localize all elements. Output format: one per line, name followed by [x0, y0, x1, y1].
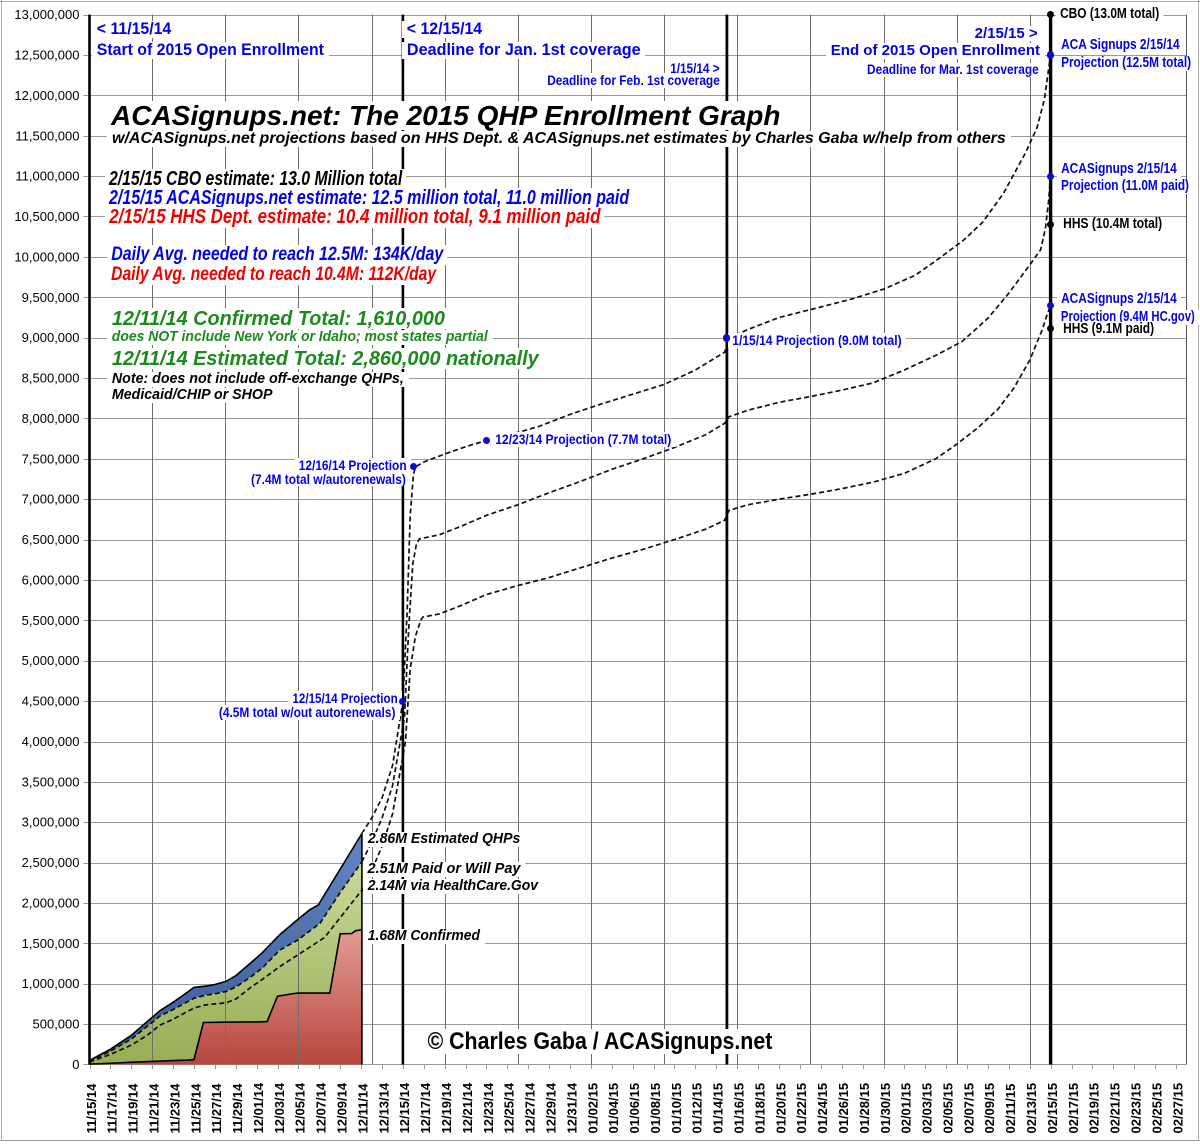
svg-text:01/16/15: 01/16/15	[732, 1083, 747, 1134]
svg-text:02/15/15: 02/15/15	[1045, 1083, 1060, 1134]
svg-text:12/29/14: 12/29/14	[544, 1082, 559, 1133]
svg-text:6,000,000: 6,000,000	[22, 572, 80, 587]
svg-text:12/05/14: 12/05/14	[293, 1082, 308, 1133]
svg-text:9,500,000: 9,500,000	[22, 290, 80, 305]
svg-text:02/27/15: 02/27/15	[1170, 1083, 1185, 1134]
svg-text:01/20/15: 01/20/15	[773, 1083, 788, 1134]
svg-text:12/01/14: 12/01/14	[251, 1082, 266, 1133]
svg-text:01/12/15: 01/12/15	[690, 1083, 705, 1134]
svg-text:12/09/14: 12/09/14	[335, 1082, 350, 1133]
svg-text:12/07/14: 12/07/14	[314, 1082, 329, 1133]
svg-text:3,000,000: 3,000,000	[22, 815, 80, 830]
svg-text:12/19/14: 12/19/14	[439, 1082, 454, 1133]
svg-text:6,500,000: 6,500,000	[22, 532, 80, 547]
svg-text:11/27/14: 11/27/14	[209, 1083, 224, 1134]
svg-text:02/25/15: 02/25/15	[1149, 1083, 1164, 1134]
svg-text:12,500,000: 12,500,000	[14, 48, 79, 63]
svg-text:0: 0	[72, 1057, 79, 1072]
svg-text:02/09/15: 02/09/15	[982, 1083, 997, 1134]
svg-text:01/22/15: 01/22/15	[794, 1083, 809, 1134]
svg-text:11/19/14: 11/19/14	[126, 1083, 141, 1134]
svg-text:1,000,000: 1,000,000	[22, 976, 80, 991]
svg-text:3,500,000: 3,500,000	[22, 774, 80, 789]
svg-text:12/13/14: 12/13/14	[376, 1082, 391, 1133]
svg-text:01/28/15: 01/28/15	[857, 1083, 872, 1134]
svg-text:5,500,000: 5,500,000	[22, 613, 80, 628]
svg-text:4,000,000: 4,000,000	[22, 734, 80, 749]
svg-text:01/30/15: 01/30/15	[878, 1083, 893, 1134]
svg-text:11,500,000: 11,500,000	[15, 128, 79, 143]
svg-text:4,500,000: 4,500,000	[22, 694, 80, 709]
svg-text:12/17/14: 12/17/14	[418, 1082, 433, 1133]
svg-text:1,500,000: 1,500,000	[22, 936, 80, 951]
svg-text:10,500,000: 10,500,000	[14, 209, 79, 224]
svg-text:02/11/15: 02/11/15	[1003, 1084, 1018, 1134]
svg-text:11/21/14: 11/21/14	[147, 1083, 162, 1134]
svg-text:01/18/15: 01/18/15	[752, 1083, 767, 1134]
svg-text:8,000,000: 8,000,000	[22, 411, 80, 426]
svg-text:12,000,000: 12,000,000	[14, 88, 79, 103]
svg-text:8,500,000: 8,500,000	[22, 371, 80, 386]
svg-text:12/21/14: 12/21/14	[460, 1082, 475, 1133]
svg-text:11/15/14: 11/15/14	[84, 1083, 99, 1134]
svg-text:5,000,000: 5,000,000	[22, 653, 80, 668]
svg-text:12/23/14: 12/23/14	[481, 1082, 496, 1133]
svg-text:01/14/15: 01/14/15	[711, 1083, 726, 1134]
svg-text:11/23/14: 11/23/14	[167, 1083, 182, 1134]
svg-text:7,500,000: 7,500,000	[22, 451, 80, 466]
svg-text:02/13/15: 02/13/15	[1024, 1083, 1039, 1134]
svg-text:01/08/15: 01/08/15	[648, 1083, 663, 1134]
svg-text:2,500,000: 2,500,000	[22, 855, 80, 870]
svg-text:02/23/15: 02/23/15	[1129, 1083, 1144, 1134]
svg-text:10,000,000: 10,000,000	[14, 249, 79, 264]
svg-text:11/17/14: 11/17/14	[105, 1083, 120, 1134]
svg-text:01/06/15: 01/06/15	[627, 1083, 642, 1134]
svg-text:12/31/14: 12/31/14	[564, 1082, 579, 1133]
svg-text:02/17/15: 02/17/15	[1066, 1083, 1081, 1134]
svg-text:12/03/14: 12/03/14	[272, 1082, 287, 1133]
svg-text:02/03/15: 02/03/15	[920, 1083, 935, 1134]
svg-text:2,000,000: 2,000,000	[22, 896, 80, 911]
svg-text:12/15/14: 12/15/14	[397, 1082, 412, 1133]
svg-text:12/25/14: 12/25/14	[502, 1082, 517, 1133]
svg-text:01/02/15: 01/02/15	[585, 1083, 600, 1134]
svg-text:12/11/14: 12/11/14	[355, 1083, 370, 1134]
svg-text:500,000: 500,000	[33, 1017, 80, 1032]
svg-text:12/27/14: 12/27/14	[523, 1082, 538, 1133]
svg-text:01/26/15: 01/26/15	[836, 1083, 851, 1134]
svg-text:01/24/15: 01/24/15	[815, 1083, 830, 1134]
svg-text:01/10/15: 01/10/15	[669, 1083, 684, 1134]
svg-text:02/01/15: 02/01/15	[899, 1083, 914, 1134]
svg-text:11/29/14: 11/29/14	[230, 1083, 245, 1134]
svg-text:02/07/15: 02/07/15	[961, 1083, 976, 1134]
svg-text:11/25/14: 11/25/14	[188, 1083, 203, 1134]
svg-text:9,000,000: 9,000,000	[22, 330, 80, 345]
svg-text:02/05/15: 02/05/15	[941, 1083, 956, 1134]
svg-text:02/21/15: 02/21/15	[1108, 1083, 1123, 1134]
svg-text:13,000,000: 13,000,000	[14, 7, 79, 22]
svg-text:02/19/15: 02/19/15	[1087, 1083, 1102, 1134]
svg-text:11,000,000: 11,000,000	[15, 169, 79, 184]
svg-text:01/04/15: 01/04/15	[606, 1083, 621, 1134]
svg-text:7,000,000: 7,000,000	[22, 492, 80, 507]
